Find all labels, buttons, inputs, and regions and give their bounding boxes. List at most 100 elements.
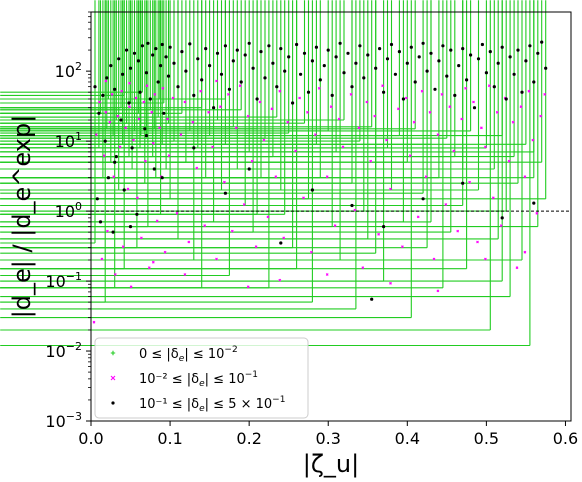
data-point <box>421 41 425 45</box>
data-point <box>0 0 515 158</box>
data-point <box>385 57 390 61</box>
legend-box <box>94 337 309 419</box>
data-point <box>132 51 137 55</box>
data-point <box>389 42 394 47</box>
data-point <box>401 245 404 249</box>
data-point <box>164 55 168 59</box>
data-point <box>496 61 500 65</box>
data-point <box>215 257 218 261</box>
data-point <box>278 278 282 282</box>
data-point <box>353 208 357 212</box>
data-point <box>223 191 227 195</box>
data-point <box>136 59 140 63</box>
data-point <box>199 89 203 93</box>
data-point <box>436 289 440 293</box>
data-point <box>484 71 488 75</box>
data-point <box>516 48 520 52</box>
data-point <box>160 176 164 180</box>
y-tick-label: 10−1 <box>45 270 82 291</box>
data-point <box>520 90 524 94</box>
data-point <box>251 66 255 70</box>
data-point <box>168 45 172 49</box>
data-point <box>144 71 148 75</box>
data-point <box>539 114 543 118</box>
data-point <box>0 0 183 114</box>
legend-entry-1: 0 ≤ |δe| ≤ 10−2 <box>110 345 238 364</box>
data-point <box>162 111 166 115</box>
data-point <box>0 0 96 244</box>
data-point <box>230 229 234 233</box>
data-point <box>0 0 109 100</box>
data-point <box>0 0 151 111</box>
data-point <box>100 257 104 261</box>
data-point <box>349 93 353 96</box>
x-tick-label: 0.3 <box>316 429 341 448</box>
data-point <box>192 146 196 150</box>
data-point <box>310 59 314 63</box>
data-point <box>440 93 444 96</box>
data-point <box>535 211 539 215</box>
data-point <box>175 211 179 215</box>
data-point <box>412 120 416 124</box>
data-point <box>306 90 311 94</box>
data-point <box>180 50 184 54</box>
data-point <box>532 80 536 84</box>
data-point <box>326 48 330 52</box>
data-point <box>465 78 469 82</box>
data-point <box>0 0 527 145</box>
data-point <box>0 0 480 191</box>
data-point <box>223 180 226 184</box>
data-point <box>527 89 531 93</box>
data-point <box>215 51 220 55</box>
x-tick-label: 0.5 <box>474 429 499 448</box>
data-point <box>433 87 437 91</box>
data-point <box>480 42 484 47</box>
data-point <box>0 0 258 215</box>
data-point <box>118 145 122 149</box>
data-point <box>492 85 496 89</box>
data-point <box>154 47 158 51</box>
data-point <box>0 0 448 139</box>
data-point <box>127 101 131 105</box>
data-point <box>188 42 192 46</box>
data-point <box>484 145 487 149</box>
data-point <box>389 281 392 285</box>
data-point <box>0 0 373 128</box>
data-point <box>171 96 175 100</box>
data-point <box>441 44 445 48</box>
data-point <box>109 64 113 68</box>
data-point <box>291 101 295 105</box>
data-point <box>106 229 109 233</box>
data-point <box>0 0 543 163</box>
data-point <box>511 120 515 124</box>
data-point <box>0 0 165 104</box>
data-point <box>145 84 149 88</box>
data-point <box>404 96 408 100</box>
data-point <box>266 215 270 219</box>
data-point <box>161 86 165 90</box>
data-point <box>166 117 169 121</box>
data-point <box>457 64 461 68</box>
data-point <box>416 215 420 219</box>
data-point <box>191 120 195 124</box>
data-point <box>448 105 452 109</box>
data-point <box>0 0 230 277</box>
data-point <box>98 100 101 104</box>
data-point <box>512 72 516 76</box>
data-point <box>106 176 110 180</box>
series-3 <box>93 40 548 301</box>
data-point <box>0 0 203 289</box>
data-point <box>461 181 465 185</box>
data-point <box>134 96 138 100</box>
data-point <box>148 97 152 101</box>
data-point <box>338 41 342 45</box>
data-point <box>113 87 117 91</box>
y-tick-label: 102 <box>55 60 82 81</box>
data-point <box>491 196 495 200</box>
data-point <box>456 229 460 233</box>
y-tick-label: 10−3 <box>45 410 82 431</box>
data-point <box>94 133 98 137</box>
data-point <box>393 72 397 76</box>
data-point <box>219 72 224 76</box>
